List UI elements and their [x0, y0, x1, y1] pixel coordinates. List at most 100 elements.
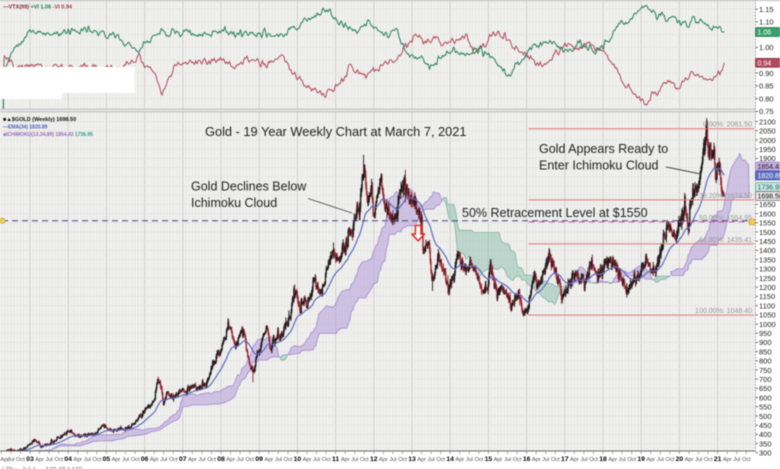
svg-text:800: 800	[759, 357, 772, 366]
svg-text:Oct: Oct	[666, 457, 675, 463]
svg-text:Jul: Jul	[542, 457, 549, 463]
svg-text:1.10: 1.10	[759, 18, 774, 27]
svg-text:600: 600	[759, 393, 772, 402]
svg-text:Apr: Apr	[532, 457, 541, 463]
svg-text:1698.50: 1698.50	[758, 194, 780, 201]
svg-text:Oct: Oct	[322, 457, 331, 463]
svg-text:12: 12	[370, 456, 378, 463]
svg-text:100.00%: 1048.40: 100.00%: 1048.40	[695, 308, 752, 315]
svg-text:400: 400	[759, 430, 772, 439]
svg-text:Jul: Jul	[237, 457, 244, 463]
svg-text:2050: 2050	[759, 127, 776, 136]
svg-text:1.06: 1.06	[758, 30, 772, 37]
svg-text:1.15: 1.15	[759, 5, 774, 14]
svg-text:Apr: Apr	[150, 457, 159, 463]
svg-text:Oct: Oct	[475, 457, 484, 463]
svg-text:1150: 1150	[759, 292, 775, 301]
svg-text:05: 05	[103, 456, 111, 463]
svg-text:Jul: Jul	[7, 457, 14, 463]
svg-text:1450: 1450	[759, 237, 776, 246]
svg-text:17: 17	[561, 456, 569, 463]
svg-text:850: 850	[759, 347, 772, 356]
svg-text:07: 07	[179, 456, 187, 463]
svg-text:Apr: Apr	[35, 457, 44, 463]
svg-text:Apr: Apr	[341, 457, 350, 463]
svg-text:1100: 1100	[759, 301, 775, 310]
svg-text:Gold Declines Below: Gold Declines Below	[191, 180, 307, 194]
svg-text:1550: 1550	[759, 219, 776, 228]
svg-text:900: 900	[759, 338, 772, 347]
svg-text:—EMA(34) 1820.89: —EMA(34) 1820.89	[3, 125, 48, 131]
svg-text:Gold Appears Ready to: Gold Appears Ready to	[539, 142, 668, 156]
svg-text:0.94: 0.94	[758, 60, 772, 67]
svg-text:Oct: Oct	[436, 457, 445, 463]
svg-text:1500: 1500	[759, 228, 776, 237]
svg-text:1400: 1400	[759, 246, 776, 255]
svg-text:Enter Ichimoku Cloud: Enter Ichimoku Cloud	[539, 159, 659, 173]
svg-text:Jul: Jul	[733, 457, 740, 463]
svg-text:0.00%: 2061.50: 0.00%: 2061.50	[703, 122, 752, 129]
svg-text:1200: 1200	[759, 283, 776, 292]
svg-text:1600: 1600	[759, 209, 776, 218]
svg-text:0.75: 0.75	[759, 107, 774, 116]
svg-text:Apr: Apr	[417, 457, 426, 463]
svg-text:450: 450	[759, 421, 772, 430]
svg-text:950: 950	[759, 329, 772, 338]
svg-text:Apr: Apr	[226, 457, 235, 463]
svg-text:300: 300	[759, 449, 772, 458]
svg-text:750: 750	[759, 366, 772, 375]
svg-text:Apr: Apr	[112, 457, 121, 463]
svg-text:350: 350	[759, 439, 772, 448]
svg-text:Jul: Jul	[275, 457, 282, 463]
svg-text:Apr: Apr	[303, 457, 312, 463]
svg-text:Oct: Oct	[16, 457, 25, 463]
svg-text:Oct: Oct	[398, 457, 407, 463]
svg-text:06: 06	[141, 456, 149, 463]
svg-text:1300: 1300	[759, 265, 776, 274]
svg-text:Oct: Oct	[589, 457, 598, 463]
svg-text:0.85: 0.85	[759, 82, 774, 91]
svg-text:2100: 2100	[759, 117, 776, 126]
svg-text:Jul: Jul	[84, 457, 91, 463]
svg-text:Oct: Oct	[627, 457, 636, 463]
svg-text:2000: 2000	[759, 136, 776, 145]
svg-text:Apr: Apr	[73, 457, 82, 463]
svg-text:Jul: Jul	[122, 457, 129, 463]
svg-text:Oct: Oct	[513, 457, 522, 463]
svg-text:03: 03	[26, 456, 34, 463]
svg-text:■▲$GOLD (Weekly) 1698.50: ■▲$GOLD (Weekly) 1698.50	[3, 117, 76, 123]
svg-text:Jul: Jul	[466, 457, 473, 463]
svg-text:Gold - 19 Year Weekly Chart at: Gold - 19 Year Weekly Chart at March 7, …	[205, 124, 467, 139]
svg-text:Jul: Jul	[313, 457, 320, 463]
svg-text:1736.95: 1736.95	[758, 185, 780, 192]
svg-text:Apr: Apr	[455, 457, 464, 463]
svg-text:20: 20	[676, 456, 684, 463]
svg-text:Apr: Apr	[723, 457, 732, 463]
svg-text:Apr: Apr	[685, 457, 694, 463]
svg-text:Apr: Apr	[608, 457, 617, 463]
svg-text:Oct: Oct	[207, 457, 216, 463]
svg-text:Apr: Apr	[264, 457, 273, 463]
svg-text:11: 11	[332, 456, 339, 463]
svg-text:1.00: 1.00	[759, 43, 774, 52]
svg-text:550: 550	[759, 403, 772, 412]
svg-text:—VTX(99) +VI 1.06 -VI 0.94: —VTX(99) +VI 1.06 -VI 0.94	[3, 5, 73, 11]
svg-text:Apr: Apr	[494, 457, 503, 463]
svg-text:■ICHIMOKU(13,34,89) 1854.43 17: ■ICHIMOKU(13,34,89) 1854.43 1736.95	[3, 132, 93, 138]
svg-text:Oct: Oct	[93, 457, 102, 463]
svg-text:1350: 1350	[759, 255, 776, 264]
svg-text:09: 09	[255, 456, 263, 463]
svg-text:19: 19	[637, 456, 645, 463]
svg-text:18: 18	[599, 456, 607, 463]
svg-text:Jul: Jul	[657, 457, 664, 463]
svg-text:1250: 1250	[759, 274, 776, 283]
svg-text:Oct: Oct	[360, 457, 369, 463]
svg-text:Jul: Jul	[351, 457, 358, 463]
svg-text:Jul: Jul	[695, 457, 702, 463]
svg-text:13: 13	[408, 456, 416, 463]
svg-text:Oct: Oct	[245, 457, 254, 463]
svg-text:1854.43: 1854.43	[758, 164, 780, 171]
svg-text:Ichimoku Cloud: Ichimoku Cloud	[191, 196, 277, 210]
svg-text:Apr: Apr	[379, 457, 388, 463]
svg-text:Apr: Apr	[646, 457, 655, 463]
